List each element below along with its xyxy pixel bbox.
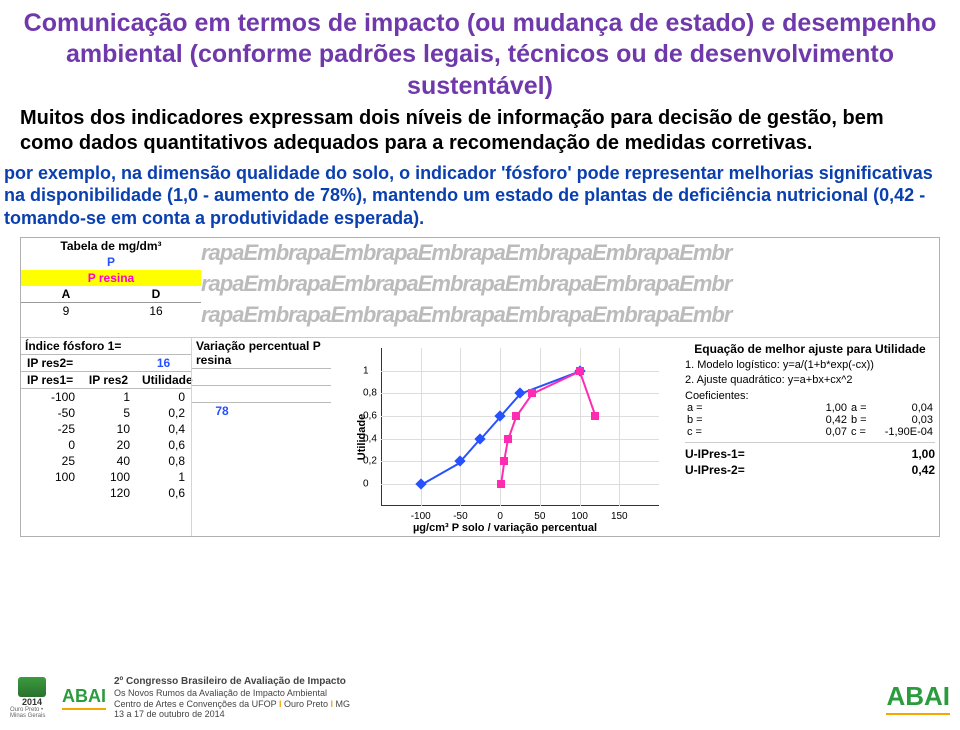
x-tick: 150 xyxy=(611,511,628,522)
y-tick: 0,6 xyxy=(363,410,377,421)
y-tick: 0 xyxy=(363,478,369,489)
footer-sep2: I xyxy=(331,699,334,709)
top-table-p: P xyxy=(21,254,201,270)
example-paragraph: por exemplo, na dimensão qualidade do so… xyxy=(0,156,960,236)
index-row: -5050,2 xyxy=(21,405,191,421)
footer-left: 2014 Ouro Preto • Minas Gerais ABAI 2º C… xyxy=(10,676,350,720)
top-val-d: 16 xyxy=(111,303,201,319)
col-utilidade: Utilidade xyxy=(136,372,191,388)
variation-table: Variação percentual P resina 78 xyxy=(191,338,331,536)
col-ipres2: IP res2 xyxy=(81,372,136,388)
u-ipres1-val: 1,00 xyxy=(885,447,935,461)
variation-row xyxy=(192,419,331,435)
y-tick: 0,2 xyxy=(363,456,377,467)
y-tick: 0,8 xyxy=(363,388,377,399)
page-footer: 2014 Ouro Preto • Minas Gerais ABAI 2º C… xyxy=(0,670,960,728)
footer-line1: 2º Congresso Brasileiro de Avaliação de … xyxy=(114,676,350,688)
coef-row: b =0,42b =0,03 xyxy=(685,414,935,426)
top-col-d: D xyxy=(111,286,201,302)
chart-marker xyxy=(497,480,505,488)
chart-marker xyxy=(500,457,508,465)
variation-row xyxy=(192,483,331,499)
footer-tagline: Ouro Preto • Minas Gerais xyxy=(10,707,54,719)
footer-line4: 13 a 17 de outubro de 2014 xyxy=(114,709,350,720)
index-row: -10010 xyxy=(21,389,191,405)
abai-logo-left: ABAI xyxy=(62,686,106,710)
index-row: 0200,6 xyxy=(21,437,191,453)
top-table-presina: P resina xyxy=(21,270,201,286)
variation-row xyxy=(192,467,331,483)
u-ipres2-val: 0,42 xyxy=(885,463,935,477)
chart-marker xyxy=(504,435,512,443)
chart-marker xyxy=(528,389,536,397)
intro-paragraph: Muitos dos indicadores expressam dois ní… xyxy=(0,102,960,156)
ipres2-val: 16 xyxy=(136,355,191,371)
abai-logo-right: ABAI xyxy=(886,681,950,715)
x-tick: -100 xyxy=(411,511,431,522)
index-row: -25100,4 xyxy=(21,421,191,437)
ipres2-label: IP res2= xyxy=(21,355,81,371)
embedded-figure: Tabela de mg/dm³ P P resina A D 9 16 rap… xyxy=(20,237,940,537)
watermark-text: rapaEmbrapaEmbrapaEmbrapaEmbrapaEmbrapaE… xyxy=(201,269,939,300)
left-index-table: Índice fósforo 1= IP res2= 16 IP res1= I… xyxy=(21,338,191,536)
index-row: 1001001 xyxy=(21,469,191,485)
x-tick: 0 xyxy=(497,511,503,522)
footer-sep1: I xyxy=(279,699,282,709)
x-tick: -50 xyxy=(453,511,467,522)
footer-line2: Os Novos Rumos da Avaliação de Impacto A… xyxy=(114,688,350,699)
watermark-text: rapaEmbrapaEmbrapaEmbrapaEmbrapaEmbrapaE… xyxy=(201,300,939,331)
variation-row xyxy=(192,451,331,467)
figure-bottom-row: Índice fósforo 1= IP res2= 16 IP res1= I… xyxy=(21,338,939,536)
top-table-header: Tabela de mg/dm³ xyxy=(21,238,201,254)
variation-row xyxy=(192,499,331,515)
footer-text-block: 2º Congresso Brasileiro de Avaliação de … xyxy=(114,676,350,720)
coef-row: c =0,07c =-1,90E-04 xyxy=(685,426,935,438)
variation-row: 78 xyxy=(192,403,331,419)
chart-marker xyxy=(512,412,520,420)
index-header: Índice fósforo 1= xyxy=(21,338,191,354)
index-row: 25400,8 xyxy=(21,453,191,469)
footer-year: 2014 xyxy=(22,697,42,707)
x-tick: 50 xyxy=(534,511,545,522)
top-col-a: A xyxy=(21,286,111,302)
watermark-text: rapaEmbrapaEmbrapaEmbrapaEmbrapaEmbrapaE… xyxy=(201,238,939,269)
top-val-a: 9 xyxy=(21,303,111,319)
index-row: 1200,6 xyxy=(21,485,191,501)
u-ipres2-label: U-IPres-2= xyxy=(685,463,885,477)
u-ipres1-label: U-IPres-1= xyxy=(685,447,885,461)
watermark-area: rapaEmbrapaEmbrapaEmbrapaEmbrapaEmbrapaE… xyxy=(201,238,939,337)
x-tick: 100 xyxy=(571,511,588,522)
footer-line3b: Ouro Preto xyxy=(284,699,331,709)
top-table: Tabela de mg/dm³ P P resina A D 9 16 xyxy=(21,238,201,337)
model-2: 2. Ajuste quadrático: y=a+bx+cx^2 xyxy=(685,374,935,386)
variation-header: Variação percentual P resina xyxy=(192,338,331,368)
model-1: 1. Modelo logístico: y=a/(1+b*exp(-cx)) xyxy=(685,359,935,371)
year-badge: 2014 Ouro Preto • Minas Gerais xyxy=(10,676,54,720)
footer-line3a: Centro de Artes e Convenções da UFOP xyxy=(114,699,279,709)
page-title: Comunicação em termos de impacto (ou mud… xyxy=(0,0,960,102)
footer-right: ABAI xyxy=(886,681,950,715)
chart-marker xyxy=(591,412,599,420)
col-ipres1: IP res1= xyxy=(21,372,81,388)
variation-row xyxy=(192,435,331,451)
chart-x-label: µg/cm³ P solo / variação percentual xyxy=(331,522,679,534)
utility-chart: Utilidade µg/cm³ P solo / variação perce… xyxy=(331,338,679,536)
y-tick: 0,4 xyxy=(363,433,377,444)
y-tick: 1 xyxy=(363,365,369,376)
footer-line3c: MG xyxy=(336,699,351,709)
chart-marker xyxy=(576,367,584,375)
equation-header: Equação de melhor ajuste para Utilidade xyxy=(685,342,935,356)
figure-top-row: Tabela de mg/dm³ P P resina A D 9 16 rap… xyxy=(21,238,939,338)
equation-panel: Equação de melhor ajuste para Utilidade … xyxy=(679,338,939,536)
coef-row: a =1,00a =0,04 xyxy=(685,402,935,414)
coef-label: Coeficientes: xyxy=(685,390,935,402)
